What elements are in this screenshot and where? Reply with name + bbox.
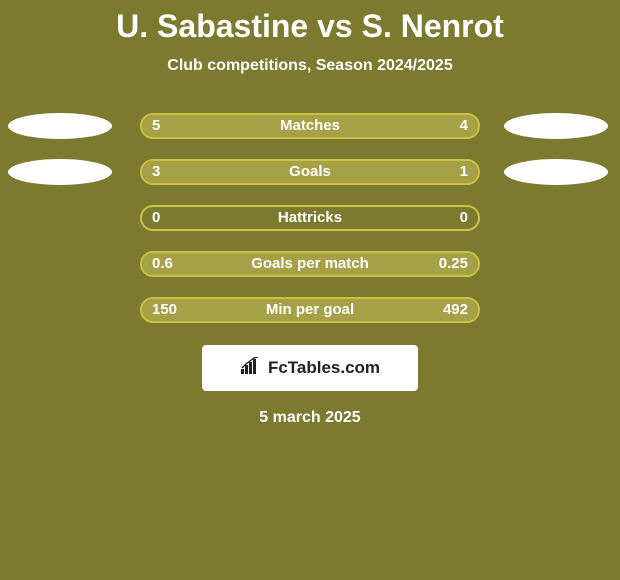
- bar-fill-left: [142, 161, 394, 183]
- ellipse-left: [8, 113, 112, 139]
- stat-bar: [140, 113, 480, 139]
- bar-fill-right: [379, 253, 478, 275]
- ellipse-right: [504, 159, 608, 185]
- stat-row: Hattricks00: [0, 195, 620, 241]
- bar-fill-left: [142, 253, 379, 275]
- subtitle: Club competitions, Season 2024/2025: [0, 57, 620, 75]
- bar-fill-left: [142, 299, 221, 321]
- bar-fill-right: [221, 299, 478, 321]
- stat-row: Min per goal150492: [0, 287, 620, 333]
- bars-icon: [240, 357, 262, 380]
- ellipse-left: [8, 159, 112, 185]
- stat-bar: [140, 205, 480, 231]
- fctables-logo: FcTables.com: [202, 345, 418, 391]
- stat-row: Goals per match0.60.25: [0, 241, 620, 287]
- stat-bar: [140, 159, 480, 185]
- stats-rows: Matches54Goals31Hattricks00Goals per mat…: [0, 103, 620, 333]
- logo-text: FcTables.com: [268, 358, 380, 378]
- stat-bar: [140, 251, 480, 277]
- date-text: 5 march 2025: [0, 409, 620, 427]
- page-title: U. Sabastine vs S. Nenrot: [0, 0, 620, 45]
- ellipse-right: [504, 113, 608, 139]
- stat-row: Matches54: [0, 103, 620, 149]
- stat-row: Goals31: [0, 149, 620, 195]
- bar-fill-right: [394, 161, 478, 183]
- bar-fill-left: [142, 115, 329, 137]
- stat-bar: [140, 297, 480, 323]
- bar-fill-right: [329, 115, 478, 137]
